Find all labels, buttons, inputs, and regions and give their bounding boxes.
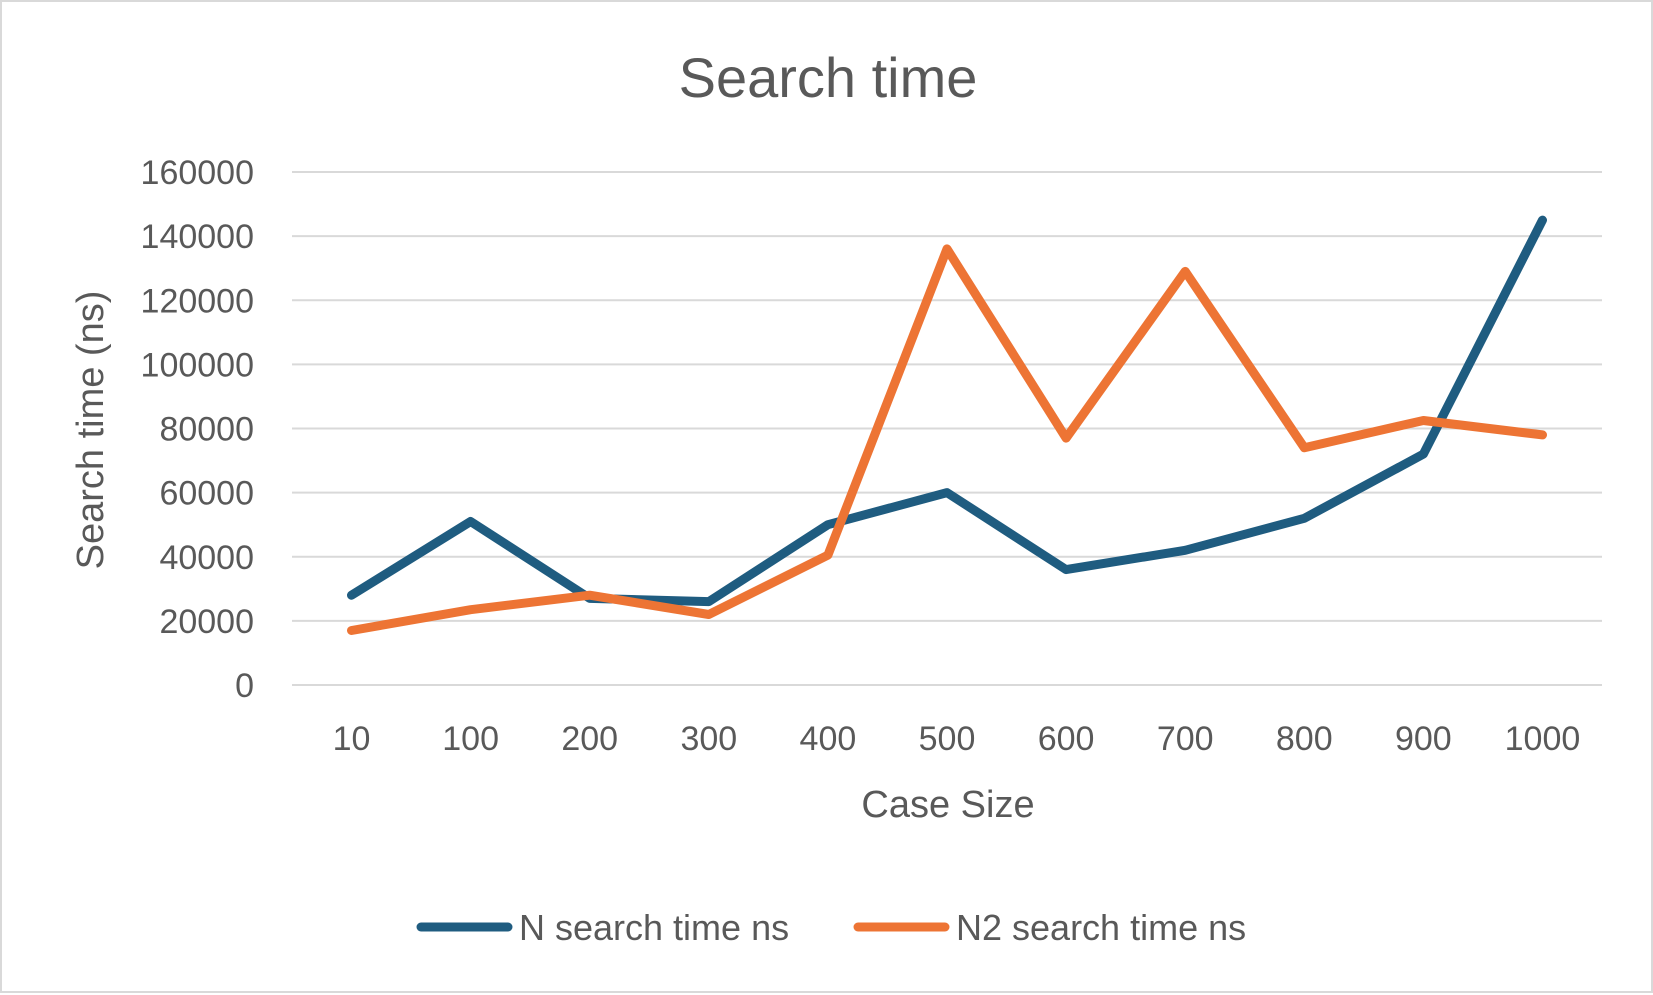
y-tick-label: 140000 <box>141 218 254 256</box>
y-axis-label: Search time (ns) <box>70 291 112 570</box>
legend: N search time ns N2 search time ns <box>416 907 1246 948</box>
y-tick-label: 60000 <box>159 475 254 513</box>
x-axis-label: Case Size <box>861 784 1034 826</box>
x-tick-label: 100 <box>442 720 499 758</box>
legend-label-1: N search time ns <box>519 907 789 948</box>
series-line-2 <box>347 244 1547 635</box>
series-line-1 <box>347 215 1547 607</box>
x-tick-label: 1000 <box>1505 720 1581 758</box>
y-tick-label: 100000 <box>141 346 254 384</box>
y-tick-label: 160000 <box>141 154 254 192</box>
y-tick-label: 120000 <box>141 282 254 320</box>
chart-title: Search time <box>679 46 978 109</box>
y-tick-label: 0 <box>235 667 254 705</box>
y-tick-label: 40000 <box>159 539 254 577</box>
x-tick-label: 800 <box>1276 720 1333 758</box>
x-axis-ticks: 10 100 200 300 400 500 600 700 800 900 1000 <box>333 720 1581 758</box>
legend-label-2: N2 search time ns <box>956 907 1246 948</box>
x-tick-label: 700 <box>1157 720 1214 758</box>
x-tick-label: 400 <box>800 720 857 758</box>
x-tick-label: 200 <box>561 720 618 758</box>
x-tick-label: 300 <box>680 720 737 758</box>
x-tick-label: 500 <box>919 720 976 758</box>
x-tick-label: 600 <box>1038 720 1095 758</box>
y-axis-ticks: 0 20000 40000 60000 80000 100000 120000 140000 1… <box>141 154 254 705</box>
x-tick-label: 900 <box>1395 720 1452 758</box>
x-tick-label: 10 <box>333 720 371 758</box>
y-tick-label: 20000 <box>159 603 254 641</box>
gridlines <box>292 171 1602 686</box>
series-lines <box>347 215 1547 635</box>
y-tick-label: 80000 <box>159 411 254 449</box>
